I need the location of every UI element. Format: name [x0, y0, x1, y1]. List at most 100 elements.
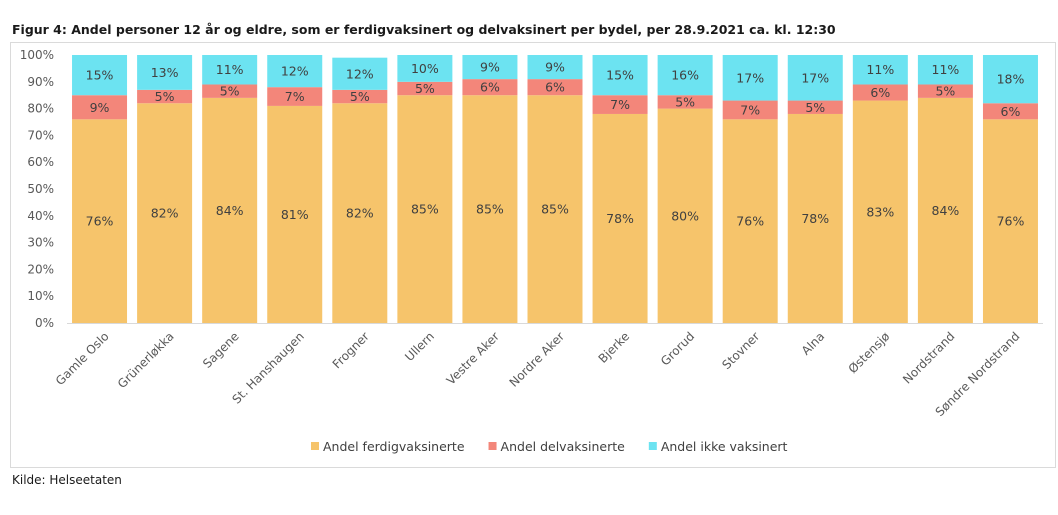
- bar-segment: [527, 79, 583, 96]
- bar-segment: [72, 119, 128, 323]
- data-label: 11%: [866, 62, 894, 77]
- data-label: 15%: [86, 68, 114, 83]
- bar-segment: [787, 113, 843, 324]
- source-note: Kilde: Helseetaten: [12, 473, 122, 487]
- data-label: 11%: [216, 62, 244, 77]
- y-tick-label: 30%: [27, 236, 54, 250]
- bar-segment: [462, 95, 518, 323]
- bar-segment: [982, 55, 1038, 104]
- bar-segment: [592, 113, 648, 324]
- legend-swatch: [488, 442, 497, 450]
- x-tick-label: Sagene: [200, 329, 242, 371]
- bar-segment: [722, 55, 778, 101]
- x-tick-label: St. Hanshaugen: [230, 329, 307, 406]
- data-label: 82%: [346, 206, 374, 221]
- bar-segment: [462, 55, 518, 80]
- x-tick-label: Gamle Oslo: [53, 329, 112, 388]
- data-label: 78%: [801, 211, 829, 226]
- x-tick-label: Alna: [799, 329, 828, 358]
- bar-segment: [397, 55, 453, 82]
- bar-segment: [202, 55, 258, 85]
- bar-segment: [592, 55, 648, 96]
- data-label: 12%: [346, 66, 374, 81]
- data-label: 12%: [281, 64, 309, 79]
- bar-segment: [657, 108, 713, 323]
- y-tick-label: 90%: [27, 75, 54, 89]
- data-label: 6%: [545, 80, 565, 95]
- data-label: 83%: [866, 204, 894, 219]
- data-label: 84%: [932, 203, 960, 218]
- y-tick-label: 80%: [27, 102, 54, 116]
- data-label: 76%: [86, 214, 114, 229]
- bar-segment: [527, 95, 583, 323]
- bar-segment: [267, 55, 323, 88]
- y-tick-label: 10%: [27, 289, 54, 303]
- data-label: 17%: [801, 70, 829, 85]
- y-tick-label: 60%: [27, 155, 54, 169]
- bar-segment: [332, 89, 388, 104]
- bar-segment: [72, 95, 128, 120]
- data-label: 85%: [411, 202, 439, 217]
- data-label: 80%: [671, 208, 699, 223]
- bar-segment: [982, 103, 1038, 120]
- y-tick-label: 0%: [35, 316, 54, 330]
- bar-segment: [137, 55, 193, 90]
- data-label: 85%: [541, 202, 569, 217]
- bar-segment: [332, 103, 388, 324]
- data-label: 5%: [805, 100, 825, 115]
- data-label: 9%: [545, 60, 565, 75]
- y-tick-label: 40%: [27, 209, 54, 223]
- y-tick-label: 20%: [27, 262, 54, 276]
- data-label: 17%: [736, 70, 764, 85]
- data-label: 7%: [610, 97, 630, 112]
- data-label: 6%: [870, 85, 890, 100]
- bar-segment: [982, 119, 1038, 323]
- bar-segment: [917, 84, 973, 98]
- data-label: 5%: [350, 89, 370, 104]
- data-label: 16%: [671, 68, 699, 83]
- bar-segment: [267, 87, 323, 106]
- bar-segment: [657, 95, 713, 109]
- bar-segment: [917, 97, 973, 323]
- x-tick-label: Stovner: [719, 329, 762, 372]
- data-label: 7%: [285, 89, 305, 104]
- bar-segment: [592, 95, 648, 114]
- bar-segment: [917, 55, 973, 85]
- data-label: 81%: [281, 207, 309, 222]
- x-tick-label: Grorud: [658, 329, 697, 368]
- y-tick-label: 100%: [20, 48, 54, 62]
- legend-swatch: [648, 442, 657, 450]
- x-tick-label: Ullern: [402, 329, 437, 364]
- y-tick-label: 50%: [27, 182, 54, 196]
- data-label: 9%: [90, 100, 110, 115]
- x-tick-label: Østensjø: [846, 329, 893, 376]
- data-label: 5%: [935, 84, 955, 99]
- bar-segment: [722, 100, 778, 120]
- legend-label: Andel ferdigvaksinerte: [323, 439, 465, 454]
- bar-segment: [462, 79, 518, 96]
- data-label: 13%: [151, 65, 179, 80]
- chart-frame: [10, 42, 1056, 468]
- data-label: 10%: [411, 61, 439, 76]
- y-tick-label: 70%: [27, 128, 54, 142]
- bar-segment: [852, 84, 908, 101]
- data-label: 6%: [480, 80, 500, 95]
- x-tick-label: Grünerløkka: [115, 329, 177, 391]
- legend-label: Andel ikke vaksinert: [661, 439, 788, 454]
- data-label: 76%: [736, 214, 764, 229]
- bar-segment: [72, 55, 128, 96]
- x-tick-label: Nordre Aker: [507, 329, 568, 390]
- bar-segment: [852, 100, 908, 323]
- legend-swatch: [311, 442, 319, 450]
- data-label: 15%: [606, 68, 634, 83]
- legend-label: Andel delvaksinerte: [501, 439, 626, 454]
- x-tick-label: Frogner: [330, 329, 372, 371]
- bar-segment: [267, 105, 323, 323]
- bar-segment: [657, 55, 713, 96]
- data-label: 18%: [997, 72, 1025, 87]
- data-label: 76%: [997, 214, 1025, 229]
- bar-segment: [722, 119, 778, 323]
- data-label: 5%: [220, 84, 240, 99]
- bar-segment: [527, 55, 583, 80]
